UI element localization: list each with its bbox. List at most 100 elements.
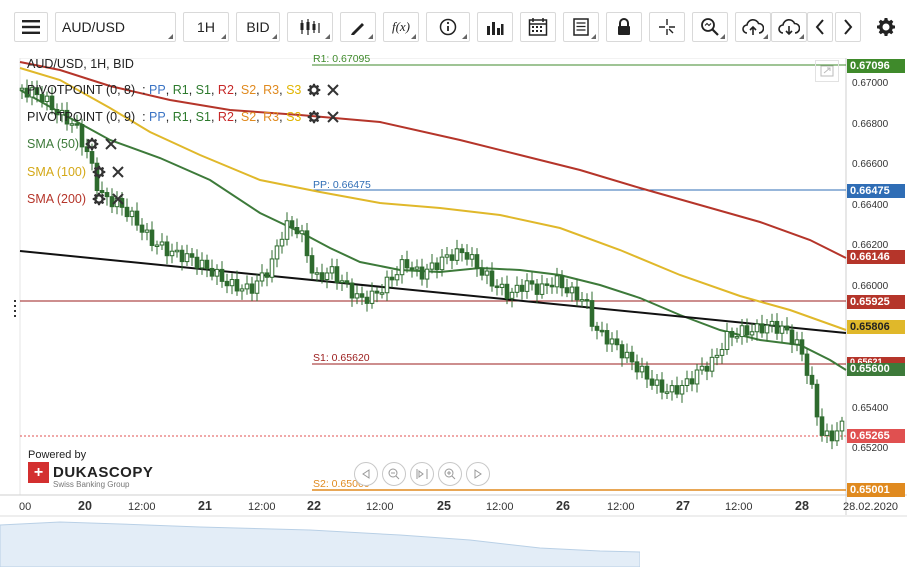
- candle: [689, 371, 695, 392]
- candle: [214, 264, 220, 286]
- candle: [49, 87, 55, 115]
- candle: [709, 348, 715, 378]
- indicator-remove-button[interactable]: [112, 166, 124, 178]
- candle: [239, 284, 245, 300]
- candle: [804, 348, 810, 384]
- templates-button[interactable]: [563, 12, 599, 42]
- candle: [309, 247, 315, 280]
- candle-body: [419, 266, 425, 280]
- candle-body: [719, 349, 725, 356]
- candle-body: [204, 259, 210, 269]
- candle-body: [464, 252, 470, 260]
- dropdown-corner-icon: [591, 34, 596, 39]
- scroll-right-button[interactable]: [835, 12, 861, 42]
- s1-level-label: S1: 0.65620: [313, 352, 370, 364]
- legend-comma: ,: [210, 83, 215, 97]
- zoom-out-button[interactable]: [382, 462, 406, 486]
- candle: [574, 278, 580, 307]
- sma200-legend[interactable]: SMA (200): [27, 192, 124, 206]
- candle-body: [59, 109, 65, 116]
- calendar-button[interactable]: [520, 12, 556, 42]
- pivot-legend-1[interactable]: PIVOTPOINT (0, 8) : PP, R1, S1, R2, S2, …: [27, 83, 340, 97]
- candle-body: [784, 325, 790, 331]
- candle: [759, 314, 765, 338]
- candle: [529, 272, 535, 291]
- candle-body: [29, 87, 35, 98]
- price-tag: 0.65001: [847, 483, 905, 497]
- upload-button[interactable]: [735, 12, 771, 42]
- zoom-in-button[interactable]: [438, 462, 462, 486]
- candle: [824, 423, 830, 444]
- candle-body: [754, 323, 760, 333]
- chart-type-button[interactable]: [287, 12, 333, 42]
- candle: [739, 318, 745, 345]
- candle: [389, 269, 395, 288]
- indicator-remove-button[interactable]: [112, 193, 124, 205]
- download-button[interactable]: [771, 12, 807, 42]
- timeframe-selector[interactable]: 1H: [183, 12, 229, 42]
- info-button[interactable]: [426, 12, 470, 42]
- gear-icon: [308, 83, 321, 97]
- indicators-button[interactable]: f(x): [383, 12, 419, 42]
- nav-forward-button[interactable]: [466, 462, 490, 486]
- candle: [819, 408, 825, 442]
- cloud-download-icon: [778, 19, 800, 36]
- candle: [639, 357, 645, 379]
- candle-body: [829, 430, 835, 442]
- candle-body: [44, 95, 50, 103]
- close-icon: [327, 111, 340, 123]
- candle: [139, 218, 145, 241]
- candle-body: [809, 374, 815, 385]
- candle: [399, 255, 405, 284]
- candle: [554, 267, 560, 294]
- price-tag: 0.66475: [847, 184, 905, 198]
- expand-button[interactable]: [815, 60, 839, 82]
- sma100-legend[interactable]: SMA (100): [27, 165, 124, 179]
- time-axis-label: 27: [676, 499, 690, 513]
- fit-button[interactable]: [410, 462, 434, 486]
- settings-button[interactable]: [868, 12, 904, 42]
- symbol-selector[interactable]: AUD/USD: [55, 12, 176, 42]
- candle-body: [414, 266, 420, 270]
- indicator-settings-button[interactable]: [307, 110, 321, 124]
- candle-body: [694, 369, 700, 385]
- price-tag: 0.65600: [847, 362, 905, 376]
- indicator-settings-button[interactable]: [92, 192, 106, 206]
- close-icon: [112, 193, 124, 205]
- side-selector[interactable]: BID: [236, 12, 280, 42]
- indicator-settings-button[interactable]: [85, 137, 99, 151]
- candle: [454, 239, 460, 265]
- crosshair-button[interactable]: [649, 12, 685, 42]
- indicator-remove-button[interactable]: [327, 111, 340, 123]
- candle-body: [669, 385, 675, 393]
- lock-button[interactable]: [606, 12, 642, 42]
- legend-s1: S1: [195, 83, 211, 97]
- indicator-remove-button[interactable]: [327, 84, 340, 96]
- menu-button[interactable]: [14, 12, 48, 42]
- indicator-settings-button[interactable]: [92, 165, 106, 179]
- candle: [29, 80, 35, 106]
- fit-icon: [416, 469, 428, 479]
- candle-body: [759, 323, 765, 334]
- legend-comma: ,: [233, 110, 238, 124]
- scroll-left-button[interactable]: [807, 12, 833, 42]
- pivot-legend-2[interactable]: PIVOTPOINT (0, 9) : PP, R1, S1, R2, S2, …: [27, 110, 340, 124]
- draw-button[interactable]: [340, 12, 376, 42]
- r1-level-label: R1: 0.67095: [313, 53, 371, 65]
- zoom-button[interactable]: [692, 12, 728, 42]
- candle: [319, 263, 325, 284]
- volume-button[interactable]: [477, 12, 513, 42]
- candle-body: [574, 286, 580, 301]
- candle: [19, 84, 25, 99]
- close-icon: [105, 138, 117, 150]
- indicator-settings-button[interactable]: [307, 83, 321, 97]
- legend-comma: ,: [165, 83, 170, 97]
- chevron-left-icon: [815, 19, 824, 35]
- candle: [129, 206, 135, 226]
- candle-body: [99, 189, 105, 194]
- chart-title: AUD/USD, 1H, BID: [27, 57, 134, 71]
- sma50-legend[interactable]: SMA (50): [27, 137, 117, 151]
- nav-back-button[interactable]: [354, 462, 378, 486]
- indicator-remove-button[interactable]: [105, 138, 117, 150]
